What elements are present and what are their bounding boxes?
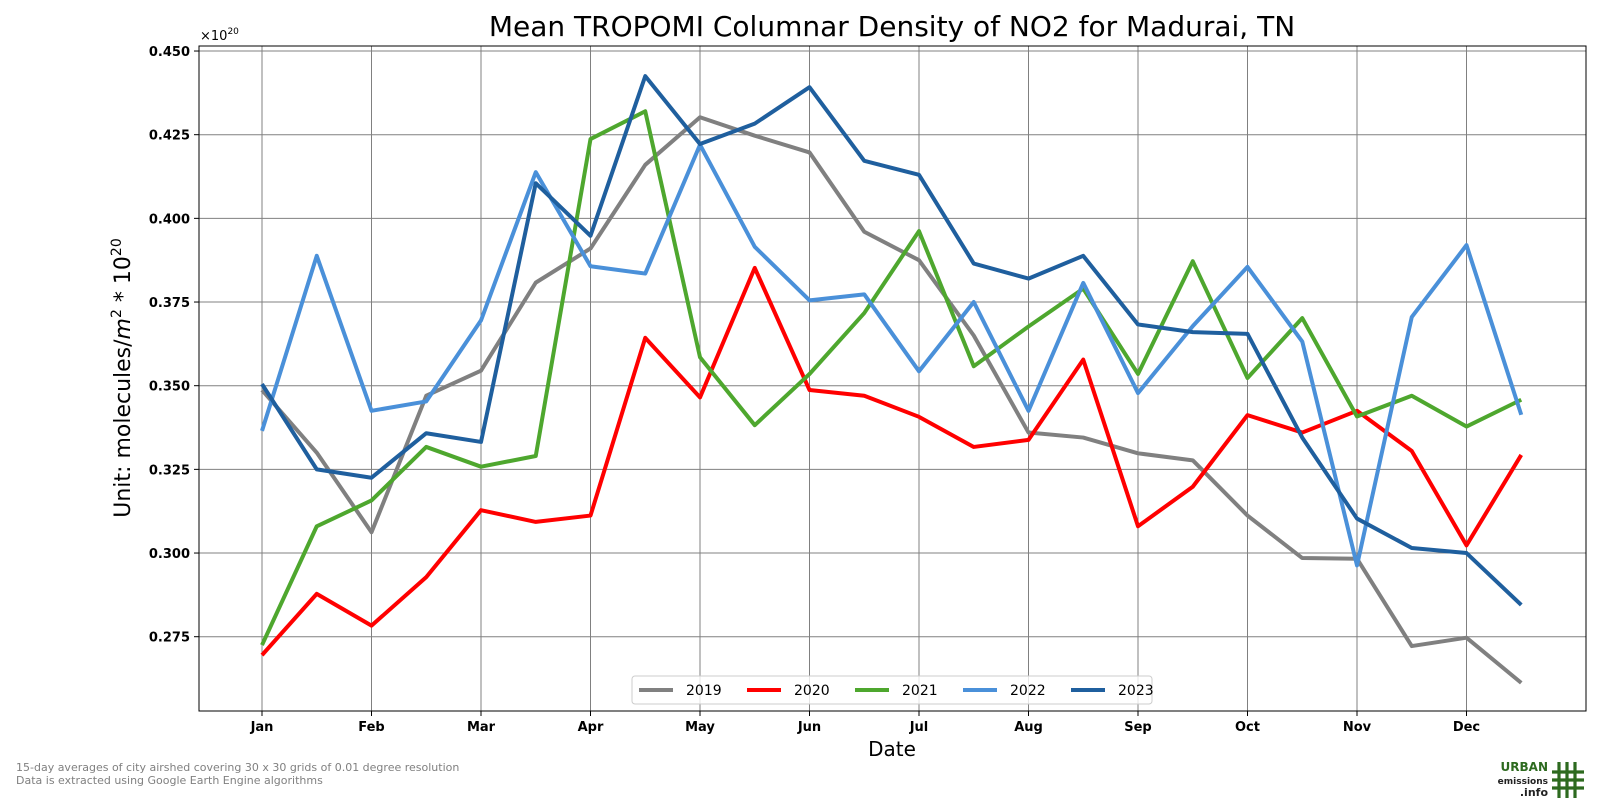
plot-frame	[198, 45, 1587, 712]
legend-box	[631, 675, 1153, 705]
series-lines	[260, 74, 1524, 685]
legend-label-2022: 2022	[1010, 683, 1046, 699]
series-line-2020	[260, 265, 1523, 657]
series-line-2022	[260, 142, 1524, 568]
urban-emissions-logo: URBAN emissions .info	[1498, 760, 1584, 798]
x-tick-label: Apr	[578, 720, 604, 735]
x-tick-label: Oct	[1235, 720, 1260, 735]
x-tick-label: May	[685, 720, 715, 735]
y-tick-label: 0.300	[149, 547, 190, 562]
x-tick-label: Mar	[467, 720, 496, 735]
plot-background	[199, 46, 1586, 711]
logo-text-urban: URBAN	[1501, 760, 1548, 774]
x-tick-label: Jul	[909, 720, 929, 735]
x-tick-label: Aug	[1014, 720, 1043, 735]
y-tick-label: 0.425	[149, 129, 190, 144]
y-axis-offset-label: ×1020	[200, 27, 239, 44]
x-tick-label: Sep	[1124, 720, 1152, 735]
x-axis-ticks: Jan Feb Mar Apr May Jun Jul Aug Sep Oct Nov Dec	[250, 711, 1480, 735]
y-axis-label-exp2: 20	[109, 238, 125, 256]
y-axis-label-m: m	[111, 318, 136, 339]
footnote-line-1: 15-day averages of city airshed covering…	[16, 761, 460, 774]
y-axis-label-mid: * 10	[111, 256, 136, 309]
x-tick-label: Nov	[1343, 720, 1372, 735]
x-tick-label: Jun	[797, 720, 821, 735]
series-line-2023	[260, 74, 1523, 607]
legend: 2019 2020 2021 2022 2023	[631, 675, 1154, 705]
legend-label-2023: 2023	[1118, 683, 1154, 699]
series-line-2019	[260, 115, 1523, 685]
legend-label-2021: 2021	[902, 683, 938, 699]
offset-exp: 20	[227, 27, 239, 37]
x-tick-label: Jan	[250, 720, 274, 735]
chart-title: Mean TROPOMI Columnar Density of NO2 for…	[489, 10, 1295, 43]
logo-text-info: .info	[1520, 786, 1549, 798]
offset-base: ×10	[200, 29, 227, 44]
legend-label-2019: 2019	[686, 683, 722, 699]
logo-text-emissions: emissions	[1498, 777, 1548, 787]
y-axis-label-prefix: Unit: molecules/	[111, 339, 136, 518]
x-tick-label: Dec	[1453, 720, 1480, 735]
footnote-line-2: Data is extracted using Google Earth Eng…	[16, 774, 323, 787]
y-tick-label: 0.275	[149, 631, 190, 646]
series-line-2021	[260, 109, 1523, 646]
y-tick-label: 0.325	[149, 463, 190, 478]
legend-label-2020: 2020	[794, 683, 830, 699]
y-tick-label: 0.450	[149, 45, 190, 60]
y-axis-ticks: 0.275 0.300 0.325 0.350 0.375 0.400 0.425 0.450	[149, 45, 199, 646]
y-tick-label: 0.375	[149, 296, 190, 311]
y-axis-label: Unit: molecules/m2 * 1020	[109, 238, 136, 517]
x-axis-label: Date	[868, 737, 916, 761]
x-tick-label: Feb	[358, 720, 384, 735]
logo-grid-icon	[1552, 762, 1584, 798]
y-axis-label-exp: 2	[109, 309, 125, 318]
y-tick-label: 0.400	[149, 212, 190, 227]
y-tick-label: 0.350	[149, 380, 190, 395]
